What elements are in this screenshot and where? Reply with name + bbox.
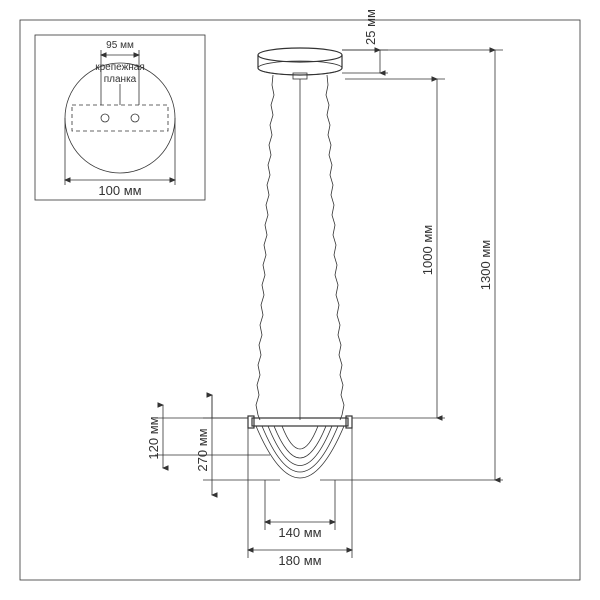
inset-caption-2: планка xyxy=(104,74,137,85)
svg-text:25 мм: 25 мм xyxy=(363,9,378,45)
inset-caption-1: крепежная xyxy=(95,62,145,73)
chain-right xyxy=(326,75,344,420)
svg-text:1300 мм: 1300 мм xyxy=(478,240,493,290)
inset-dim-bottom: 100 мм xyxy=(98,183,141,198)
svg-text:270 мм: 270 мм xyxy=(195,428,210,471)
svg-text:180 мм: 180 мм xyxy=(278,553,321,568)
dim-shade-height: 270 мм xyxy=(195,395,280,495)
inset-detail: 95 мм крепежная планка 100 мм xyxy=(35,35,205,200)
inset-dim-top: 95 мм xyxy=(106,40,134,51)
shade-loops xyxy=(256,426,344,478)
dim-cable-length: 1000 мм xyxy=(345,79,445,418)
dim-canopy-height: 25 мм xyxy=(342,9,388,73)
svg-text:140 мм: 140 мм xyxy=(278,525,321,540)
svg-text:1000 мм: 1000 мм xyxy=(420,225,435,275)
canopy-top xyxy=(258,48,342,62)
technical-diagram: 95 мм крепежная планка 100 мм xyxy=(0,0,600,600)
bracket-outline xyxy=(72,105,168,131)
pendant-lamp xyxy=(248,48,352,478)
svg-text:120 мм: 120 мм xyxy=(146,416,161,459)
chain-left xyxy=(256,75,274,420)
dim-width-inner: 140 мм xyxy=(265,480,335,540)
